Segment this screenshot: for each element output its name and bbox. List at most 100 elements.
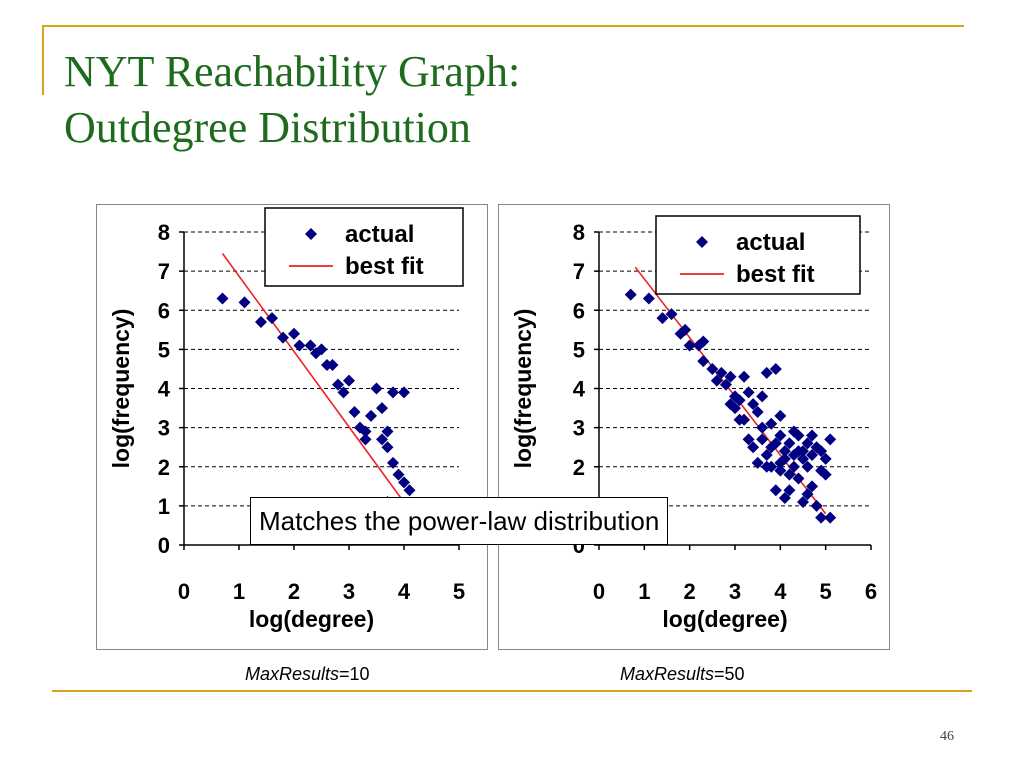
data-point-12 [332, 378, 344, 391]
data-point-17 [733, 394, 746, 407]
legend-box [655, 215, 861, 295]
data-point-2 [255, 315, 267, 328]
x-tick-label-4: 4 [774, 579, 787, 604]
legend-box [264, 207, 464, 287]
slide-title-line-1: NYT Reachability Graph: [64, 47, 521, 96]
legend-actual-marker [696, 236, 708, 248]
y-axis-label: log(frequency) [510, 309, 536, 469]
chart-right-svg: 0123456780123456log(degree)log(frequency… [510, 215, 877, 632]
data-point-26 [387, 386, 399, 399]
caption-left-param: MaxResults [245, 664, 340, 684]
data-point-30 [403, 484, 416, 497]
data-point-9 [315, 343, 328, 356]
x-axis-label: log(degree) [249, 606, 374, 632]
x-tick-label-4: 4 [398, 579, 411, 604]
data-point-37 [783, 484, 796, 497]
data-point-55 [824, 511, 837, 524]
data-point-35 [778, 445, 791, 458]
y-tick-label-1: 1 [158, 494, 170, 519]
data-point-27 [392, 468, 405, 481]
data-point-58 [774, 409, 787, 422]
y-tick-label-3: 3 [158, 416, 170, 441]
data-point-65 [819, 468, 832, 481]
data-point-15 [729, 390, 741, 403]
caption-left-value: =10 [339, 664, 370, 684]
slide-title-line-2: Outdegree Distribution [64, 103, 471, 152]
data-point-24 [756, 433, 769, 446]
legend-actual-label: actual [345, 221, 414, 248]
data-point-67 [787, 449, 800, 462]
y-axis-label: log(frequency) [108, 309, 134, 469]
y-tick-label-5: 5 [573, 337, 585, 362]
data-point-22 [751, 456, 764, 469]
x-tick-label-3: 3 [343, 579, 355, 604]
data-point-72 [733, 413, 746, 426]
data-point-24 [381, 425, 394, 438]
data-point-33 [774, 429, 787, 442]
y-tick-label-2: 2 [158, 455, 170, 480]
legend-actual-label: actual [736, 229, 805, 256]
data-point-28 [398, 386, 410, 399]
data-point-1 [642, 292, 655, 305]
data-point-64 [797, 445, 809, 458]
caption-right-param: MaxResults [620, 664, 715, 684]
caption-right-value: =50 [714, 664, 745, 684]
x-tick-label-2: 2 [288, 579, 300, 604]
x-tick-label-0: 0 [593, 579, 605, 604]
data-point-9 [697, 355, 710, 368]
y-tick-label-6: 6 [158, 298, 170, 323]
data-point-56 [756, 390, 769, 403]
data-point-43 [797, 452, 809, 465]
legend-fit-label: best fit [345, 253, 424, 280]
data-point-4 [277, 331, 289, 344]
x-tick-label-1: 1 [638, 579, 650, 604]
x-tick-label-5: 5 [453, 579, 465, 604]
chart-maxresults-10: 0 1 2 3 4 5 6 7 8 0 1 2 3 4 5 log(degree) log(frequency)… [96, 204, 488, 650]
x-tick-label-6: 6 [865, 579, 877, 604]
data-point-0 [216, 292, 229, 305]
y-tick-label-8: 8 [158, 220, 170, 245]
data-point-38 [783, 437, 796, 450]
chart-left-svg: 0 1 2 3 4 5 6 7 8 0 1 2 3 4 5 log(degree) log(frequency)… [108, 207, 465, 632]
data-point-48 [806, 449, 819, 462]
data-point-73 [724, 398, 737, 411]
data-point-32 [769, 484, 782, 497]
data-point-1 [238, 296, 251, 309]
data-point-25 [756, 421, 769, 434]
y-tick-label-6: 6 [573, 298, 585, 323]
data-point-44 [797, 495, 809, 508]
data-point-60 [792, 429, 805, 442]
data-point-29 [398, 476, 410, 489]
y-tick-label-8: 8 [573, 220, 585, 245]
y-tick-label-5: 5 [158, 337, 170, 362]
legend-fit-label: best fit [736, 261, 815, 288]
data-point-21 [376, 402, 388, 415]
data-point-12 [715, 366, 728, 379]
data-point-17 [359, 433, 372, 446]
frame-left-line [42, 25, 44, 95]
data-point-23 [381, 441, 394, 454]
data-point-41 [792, 472, 805, 485]
data-point-22 [376, 433, 388, 446]
data-point-14 [343, 374, 355, 387]
data-point-3 [266, 312, 278, 325]
legend-actual-marker [305, 228, 317, 240]
data-point-6 [293, 339, 306, 352]
best-fit-line [221, 253, 411, 511]
data-point-30 [769, 362, 782, 375]
slide-title: NYT Reachability Graph: Outdegree Distri… [64, 44, 520, 156]
data-point-34 [774, 464, 787, 477]
y-tick-label-4: 4 [158, 377, 171, 402]
data-point-45 [801, 437, 814, 450]
data-point-14 [724, 370, 737, 383]
data-point-6 [683, 339, 696, 352]
data-point-53 [819, 452, 832, 465]
data-point-18 [359, 425, 372, 438]
y-tick-label-7: 7 [573, 259, 585, 284]
power-law-callout: Matches the power-law distribution [250, 497, 669, 545]
y-tick-label-0: 0 [158, 533, 170, 558]
x-tick-label-1: 1 [233, 579, 245, 604]
data-point-46 [801, 460, 814, 473]
data-point-29 [765, 417, 778, 430]
data-point-71 [815, 445, 828, 458]
